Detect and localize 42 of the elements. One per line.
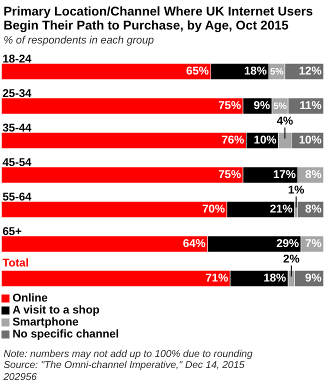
data-label: 9% — [305, 272, 322, 284]
text: 202956 — [2, 372, 38, 383]
data-label: 17% — [273, 169, 296, 181]
data-label: 71% — [205, 272, 228, 284]
data-label: 9% — [254, 100, 270, 112]
data-label: 76% — [222, 134, 244, 146]
data-label: 21% — [270, 204, 293, 216]
data-label: 70% — [202, 204, 225, 216]
data-label: 64% — [182, 238, 206, 250]
data-label: 18% — [244, 66, 267, 78]
y-tick-label: 65+ — [2, 226, 22, 238]
y-tick-label: 35-44 — [2, 122, 32, 134]
y-tick-label: Total — [2, 258, 29, 270]
data-label: 29% — [276, 238, 300, 250]
legend-label: Online — [12, 292, 48, 304]
data-label: 75% — [218, 169, 242, 181]
y-tick-label: 55-64 — [2, 192, 32, 204]
data-label: 10% — [298, 134, 322, 146]
y-tick-label: 25-34 — [2, 88, 32, 100]
data-label: 1% — [288, 184, 304, 196]
legend-label: A visit to a shop — [12, 304, 100, 316]
data-label: 2% — [283, 254, 300, 266]
source-note: Source: "The Omni-channel Imperative," Dec 14, 2015 — [3, 360, 246, 371]
data-label: 75% — [218, 100, 242, 112]
y-tick-label: 18-24 — [2, 54, 32, 66]
data-label: 8% — [305, 204, 322, 216]
data-label: 4% — [276, 116, 294, 128]
data-label: 11% — [299, 100, 322, 112]
data-label: 5% — [273, 101, 288, 111]
data-label: 7% — [305, 238, 322, 250]
data-label: 65% — [186, 66, 209, 78]
chart-title: Primary Location/Channel Where UK Internet Users Begin Their Path to Purchase, by Age, Oct 2015 — [3, 4, 313, 32]
data-label: 8% — [305, 169, 322, 181]
data-label: 5% — [270, 66, 284, 76]
y-tick-label: 45-54 — [2, 157, 32, 169]
chart-subtitle: % of respondents in each group — [3, 34, 154, 46]
data-label: 18% — [263, 272, 286, 284]
legend-label: No specific channel — [12, 328, 119, 340]
text: Note: numbers may not add up to 100% due to rounding — [3, 349, 253, 360]
data-label: 10% — [254, 134, 276, 146]
legend-label: Smartphone — [12, 316, 79, 328]
data-label: 12% — [298, 66, 322, 78]
